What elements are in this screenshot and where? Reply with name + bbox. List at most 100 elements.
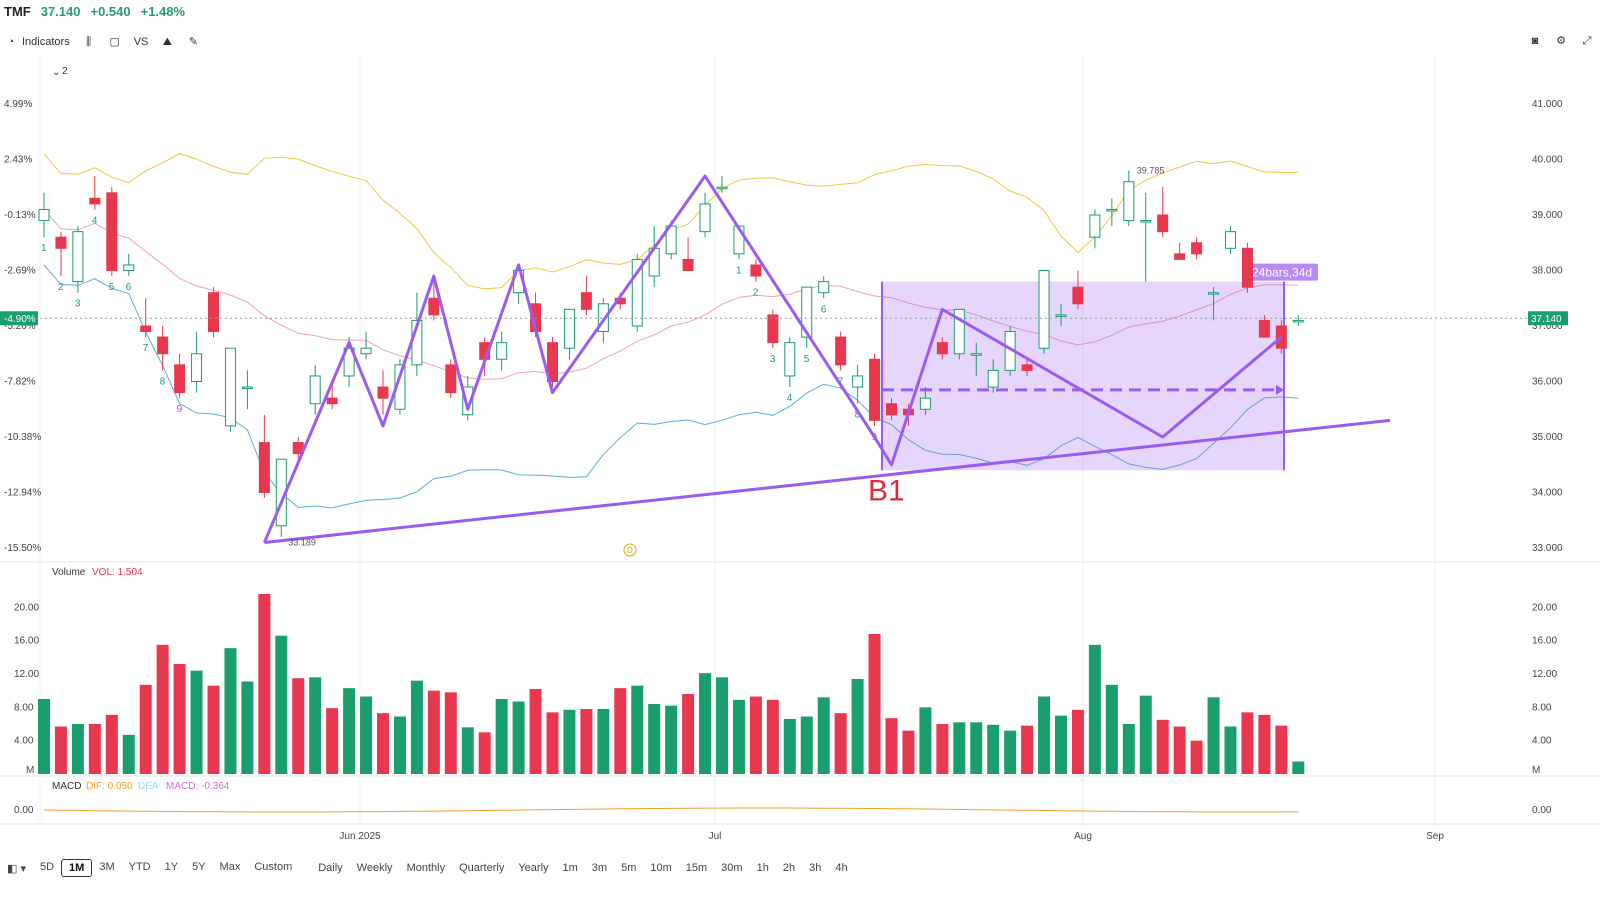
symbol-label[interactable]: TMF — [4, 3, 31, 19]
support-trendline[interactable] — [264, 418, 1391, 544]
interval-30m[interactable]: 30m — [721, 862, 743, 874]
dividend-event-letter: D — [627, 546, 633, 555]
volume-bar — [1038, 696, 1051, 774]
volume-bar — [580, 709, 593, 774]
chart-style-button[interactable]: ⛰ — [160, 35, 174, 49]
interval-5m[interactable]: 5m — [621, 862, 637, 874]
volume-bar — [343, 688, 356, 774]
volume-bar — [258, 594, 271, 774]
indicators-label: Indicators — [22, 36, 70, 48]
interval-daily[interactable]: Daily — [318, 862, 343, 874]
interval-1h[interactable]: 1h — [756, 862, 769, 874]
timeframe-1m[interactable]: 1M — [61, 859, 93, 877]
interval-2h[interactable]: 2h — [782, 862, 796, 874]
volume-tick: 4.00 — [1532, 736, 1552, 747]
interval-15m[interactable]: 15m — [685, 862, 708, 874]
candlestick-icon: ⫼ — [86, 36, 92, 48]
volume-bar — [902, 730, 915, 774]
volume-bar — [1105, 684, 1118, 774]
sequence-count: 3 — [75, 299, 81, 310]
range-tag-label: 24bars,34d — [1252, 266, 1312, 280]
fullscreen-icon[interactable]: ⤢ — [1582, 35, 1592, 47]
percent-tick: -0.13% — [4, 210, 36, 221]
interval-3m[interactable]: 3m — [591, 862, 608, 874]
timeframe-5y[interactable]: 5Y — [192, 861, 206, 873]
volume-bar — [970, 722, 983, 774]
macd-axis-left: 0.00 — [14, 805, 34, 816]
candle-body — [936, 342, 948, 355]
shape-button[interactable]: ▢ — [108, 35, 122, 49]
candle-body — [1241, 247, 1253, 288]
macd-axis-right: 0.00 — [1532, 805, 1552, 816]
price-tick: 34.000 — [1532, 488, 1563, 499]
candle-body — [1208, 292, 1220, 295]
timeframe-bar: ◧ ▾ 5D 1M 3M YTD 1Y 5Y Max Custom Daily Weekly Mo… — [0, 856, 1600, 880]
range-tag — [1250, 263, 1318, 281]
draw-button[interactable]: ✎ — [186, 35, 200, 49]
sequence-count: 3 — [770, 354, 776, 365]
candle-body — [970, 353, 982, 356]
pane-collapse-label: 2 — [62, 66, 68, 77]
candle-body — [123, 264, 135, 271]
indicators-button[interactable]: ◔ Indicators — [4, 35, 70, 49]
volume-bar — [1055, 715, 1067, 774]
timeframe-custom[interactable]: Custom — [254, 861, 293, 873]
middle-band-line — [43, 209, 1299, 380]
volume-tick: 8.00 — [14, 702, 34, 713]
timeframe-1y[interactable]: 1Y — [164, 861, 179, 873]
volume-bar — [614, 688, 627, 774]
interval-10m[interactable]: 10m — [650, 862, 672, 874]
candle-body — [55, 236, 67, 249]
timeframe-5d[interactable]: 5D — [39, 861, 55, 873]
interval-4h[interactable]: 4h — [835, 862, 848, 874]
interval-weekly[interactable]: Weekly — [356, 862, 393, 874]
gear-icon[interactable]: ⚙ — [1556, 35, 1566, 47]
lower-band-line — [43, 264, 1299, 509]
price-chart[interactable]: ⌄ 2 4.99% 2.43% -0.13% -2.69% -5.26% -7.82% -1… — [0, 56, 1600, 856]
volume-bar — [546, 712, 559, 774]
sequence-count: 2 — [753, 288, 759, 299]
candle-body — [140, 325, 152, 333]
macd-dea: DEA — [138, 781, 159, 792]
volume-bar — [54, 726, 67, 774]
layout-toggle-icon[interactable]: ◧ ▾ — [7, 862, 26, 875]
candle-body — [106, 192, 118, 271]
volume-bar — [936, 724, 949, 774]
volume-bar — [851, 679, 864, 774]
interval-3h[interactable]: 3h — [809, 862, 822, 874]
candle-body — [869, 358, 881, 421]
volume-tick: 20.00 — [1532, 602, 1557, 613]
dividend-event-icon[interactable] — [623, 543, 637, 557]
volume-bar — [1258, 714, 1271, 774]
interval-1m[interactable]: 1m — [562, 862, 578, 874]
volume-bar — [699, 673, 712, 774]
volume-bar — [766, 699, 779, 774]
zigzag-pattern-line[interactable] — [263, 174, 1283, 543]
pane-collapse-chevron[interactable]: ⌄ — [52, 67, 60, 78]
candle-body — [174, 364, 186, 394]
compare-button[interactable]: VS — [134, 36, 149, 48]
volume-bar — [749, 696, 762, 774]
interval-monthly[interactable]: Monthly — [406, 862, 446, 874]
timeframe-3m[interactable]: 3M — [99, 861, 115, 873]
candle-body — [953, 308, 965, 355]
volume-bar — [682, 694, 695, 774]
sequence-count: 1 — [736, 265, 742, 276]
percent-tick: 2.43% — [4, 155, 32, 166]
volume-bar — [461, 727, 474, 774]
volume-bar — [495, 699, 508, 774]
candle-type-button[interactable]: ⫼ — [82, 35, 96, 49]
timeframe-max[interactable]: Max — [219, 861, 241, 873]
candle-body — [208, 292, 219, 333]
candle-body — [563, 308, 575, 349]
interval-quarterly[interactable]: Quarterly — [459, 862, 505, 874]
candle-body — [496, 342, 508, 360]
percent-axis: 4.99% 2.43% -0.13% -2.69% -5.26% -7.82% -10.38… — [4, 99, 41, 554]
volume-bar — [1088, 644, 1101, 774]
current-pct-text: -4.90% — [4, 314, 36, 325]
interval-yearly[interactable]: Yearly — [518, 862, 549, 874]
timeframe-ytd[interactable]: YTD — [128, 861, 151, 873]
sequence-count: 6 — [126, 282, 132, 293]
camera-icon[interactable]: ◙ — [1531, 35, 1539, 47]
